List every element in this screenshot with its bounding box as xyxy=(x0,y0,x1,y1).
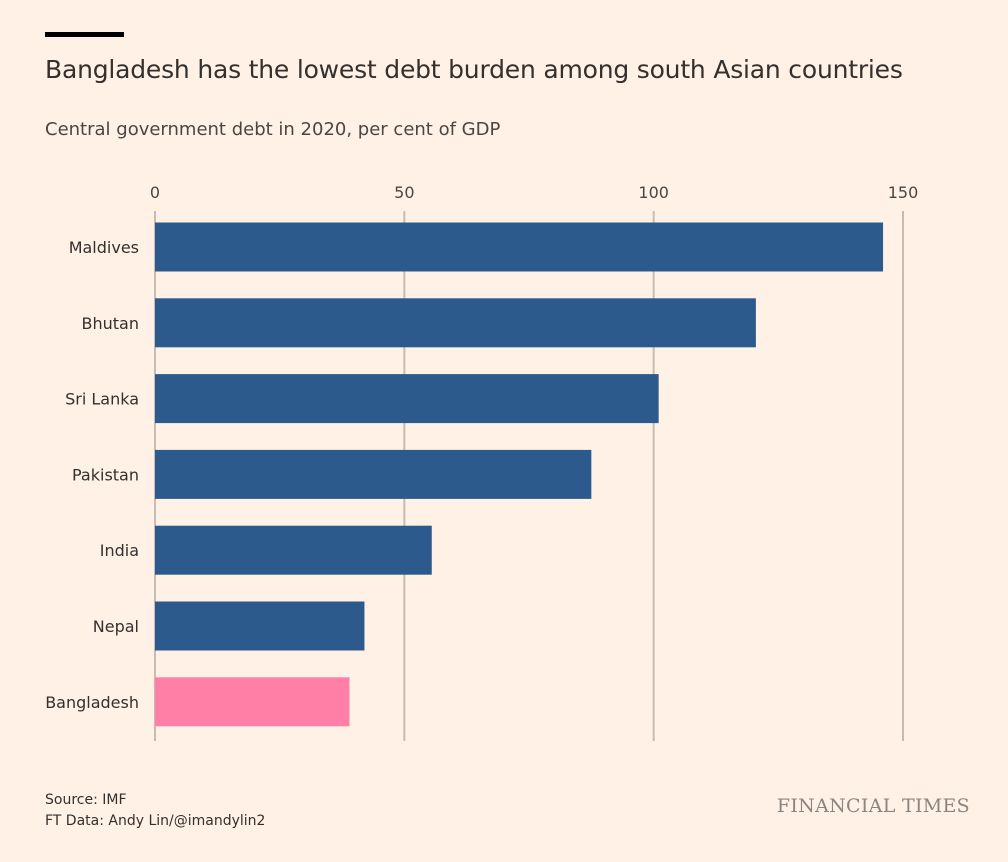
credit-text: FT Data: Andy Lin/@imandylin2 xyxy=(45,813,266,829)
category-label-bhutan: Bhutan xyxy=(82,314,139,333)
bar-bangladesh xyxy=(155,677,350,727)
category-label-maldives: Maldives xyxy=(69,238,139,257)
source-note: Source: IMF FT Data: Andy Lin/@imandylin… xyxy=(45,790,265,832)
x-tick-label-0: 0 xyxy=(150,183,160,202)
bar-bhutan xyxy=(155,298,756,348)
ft-logo: FINANCIAL TIMES xyxy=(776,795,970,817)
top-rule xyxy=(45,32,124,37)
category-label-india: India xyxy=(100,541,139,560)
chart-subtitle: Central government debt in 2020, per cen… xyxy=(45,119,501,140)
category-label-pakistan: Pakistan xyxy=(72,465,139,484)
bar-sri-lanka xyxy=(155,374,659,424)
category-labels: Maldives Bhutan Sri Lanka Pakistan India Nepa… xyxy=(45,238,139,712)
category-label-nepal: Nepal xyxy=(93,617,139,636)
bars xyxy=(155,222,884,727)
chart-title: Bangladesh has the lowest debt burden am… xyxy=(45,55,903,84)
x-tick-label-1: 50 xyxy=(394,183,414,202)
bar-nepal xyxy=(155,601,365,651)
source-text: Source: IMF xyxy=(45,792,127,808)
bar-pakistan xyxy=(155,449,592,499)
x-axis-ticks: 0 50 100 150 xyxy=(150,183,918,202)
x-tick-label-2: 100 xyxy=(638,183,669,202)
x-tick-label-3: 150 xyxy=(888,183,919,202)
bar-india xyxy=(155,525,432,575)
bar-maldives xyxy=(155,222,884,272)
category-label-sri-lanka: Sri Lanka xyxy=(65,390,139,409)
category-label-bangladesh: Bangladesh xyxy=(45,693,139,712)
